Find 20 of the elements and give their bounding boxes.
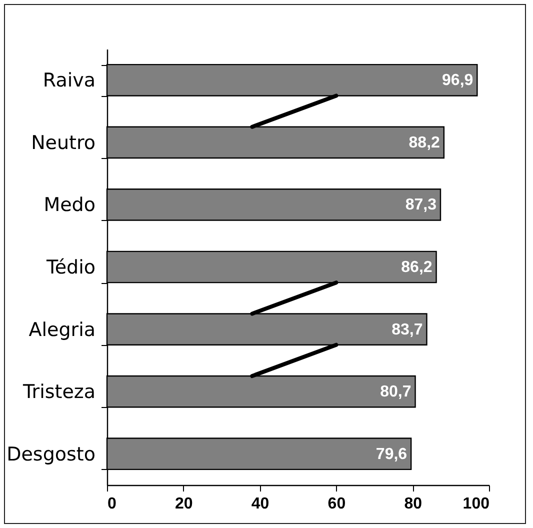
data-label: 88,2 [408, 134, 440, 152]
data-label: 87,3 [405, 196, 437, 214]
y-tick-label: Medo [44, 194, 96, 216]
data-label: 80,7 [380, 384, 412, 401]
x-tick-label: 20 [175, 496, 193, 512]
data-label: 79,6 [376, 446, 408, 463]
x-tick-label: 0 [108, 496, 116, 512]
y-tick-label: Tédio [45, 256, 96, 278]
x-tick-label: 80 [404, 496, 422, 512]
y-tick-label: Desgosto [6, 443, 96, 466]
x-tick-label: 40 [251, 496, 270, 512]
x-tick-label: 100 [462, 496, 490, 512]
y-tick-label: Raiva [42, 70, 96, 92]
x-tick-label: 60 [328, 496, 346, 512]
data-label: 86,2 [401, 259, 432, 276]
y-tick-label: Tristeza [22, 381, 96, 404]
data-label: 83,7 [392, 321, 423, 338]
y-tick-label: Alegria [28, 318, 96, 341]
data-label: 96,9 [442, 72, 474, 90]
y-tick-label: Neutro [31, 132, 96, 154]
